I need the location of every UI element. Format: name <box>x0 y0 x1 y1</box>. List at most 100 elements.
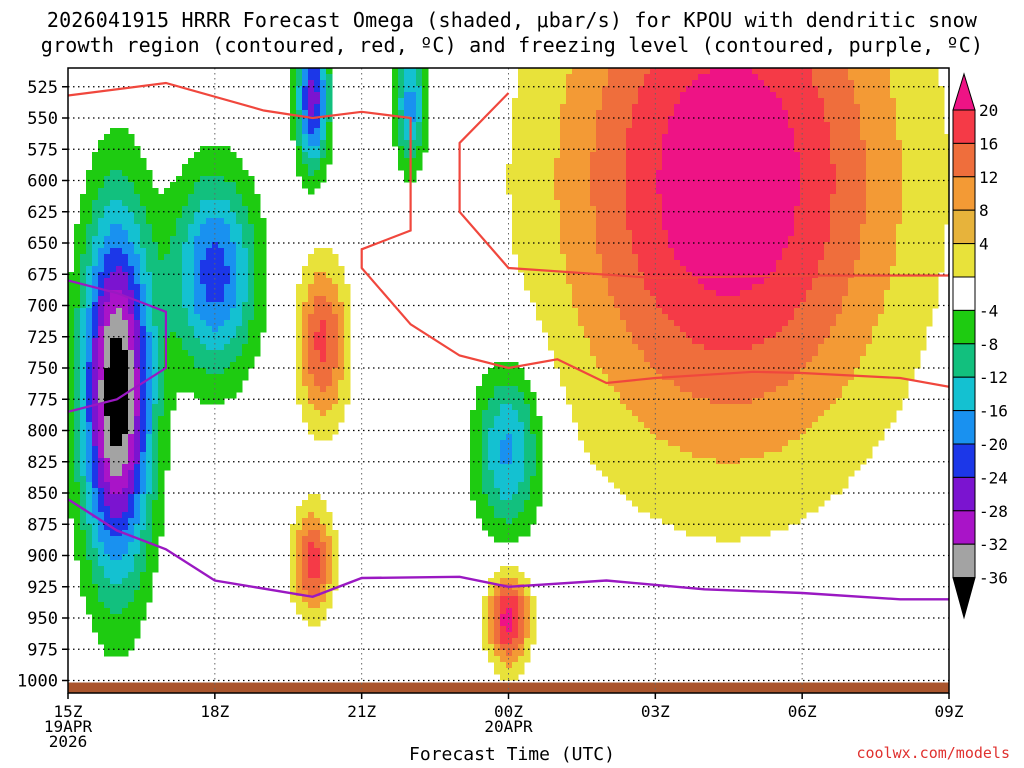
omega-cell <box>590 104 597 111</box>
omega-cell <box>110 218 117 225</box>
omega-cell <box>92 572 99 579</box>
omega-cell <box>494 572 501 579</box>
omega-cell <box>698 368 705 375</box>
omega-cell <box>662 86 669 93</box>
omega-cell <box>620 206 627 213</box>
omega-cell <box>116 542 123 549</box>
omega-cell <box>152 356 159 363</box>
omega-cell <box>572 242 579 249</box>
omega-cell <box>632 338 639 345</box>
omega-cell <box>164 398 171 405</box>
omega-cell <box>80 374 87 381</box>
omega-cell <box>524 104 531 111</box>
omega-cell <box>302 152 309 159</box>
omega-cell <box>236 338 243 345</box>
omega-cell <box>296 350 303 357</box>
omega-cell <box>704 434 711 441</box>
omega-cell <box>662 92 669 99</box>
omega-cell <box>146 362 153 369</box>
omega-cell <box>326 428 333 435</box>
omega-cell <box>224 296 231 303</box>
omega-cell <box>134 452 141 459</box>
omega-cell <box>86 488 93 495</box>
omega-cell <box>122 590 129 597</box>
omega-cell <box>242 314 249 321</box>
omega-cell <box>398 86 405 93</box>
omega-cell <box>314 128 321 135</box>
omega-cell <box>662 512 669 519</box>
omega-cell <box>698 92 705 99</box>
omega-cell <box>98 494 105 501</box>
omega-cell <box>590 278 597 285</box>
omega-cell <box>674 296 681 303</box>
omega-cell <box>92 386 99 393</box>
omega-cell <box>614 230 621 237</box>
omega-cell <box>530 74 537 81</box>
omega-cell <box>560 116 567 123</box>
omega-cell <box>638 404 645 411</box>
omega-cell <box>140 362 147 369</box>
omega-cell <box>314 380 321 387</box>
omega-cell <box>86 596 93 603</box>
omega-cell <box>488 386 495 393</box>
omega-cell <box>296 368 303 375</box>
omega-cell <box>254 230 261 237</box>
omega-cell <box>98 296 105 303</box>
omega-cell <box>410 152 417 159</box>
omega-cell <box>644 74 651 81</box>
omega-cell <box>410 158 417 165</box>
omega-cell <box>74 272 81 279</box>
omega-cell <box>212 278 219 285</box>
omega-cell <box>158 488 165 495</box>
omega-cell <box>92 506 99 513</box>
omega-cell <box>194 236 201 243</box>
omega-cell <box>614 104 621 111</box>
omega-cell <box>320 134 327 141</box>
omega-cell <box>512 620 519 627</box>
omega-cell <box>104 620 111 627</box>
omega-cell <box>536 284 543 291</box>
omega-cell <box>308 278 315 285</box>
omega-cell <box>116 428 123 435</box>
omega-cell <box>92 278 99 285</box>
omega-cell <box>176 182 183 189</box>
omega-cell <box>698 170 705 177</box>
omega-cell <box>116 530 123 537</box>
omega-cell <box>584 68 591 75</box>
omega-cell <box>692 344 699 351</box>
omega-cell <box>248 176 255 183</box>
omega-cell <box>206 188 213 195</box>
omega-cell <box>176 176 183 183</box>
omega-cell <box>530 170 537 177</box>
omega-cell <box>506 506 513 513</box>
omega-cell <box>230 176 237 183</box>
omega-cell <box>170 254 177 261</box>
omega-cell <box>692 164 699 171</box>
omega-cell <box>668 218 675 225</box>
omega-cell <box>632 296 639 303</box>
omega-cell <box>332 404 339 411</box>
omega-cell <box>536 188 543 195</box>
omega-cell <box>644 476 651 483</box>
omega-cell <box>152 224 159 231</box>
omega-cell <box>572 320 579 327</box>
omega-cell <box>704 392 711 399</box>
omega-cell <box>98 560 105 567</box>
omega-cell <box>320 74 327 81</box>
omega-cell <box>290 68 297 75</box>
omega-cell <box>644 254 651 261</box>
omega-cell <box>200 188 207 195</box>
omega-cell <box>590 212 597 219</box>
omega-cell <box>584 278 591 285</box>
omega-cell <box>224 356 231 363</box>
omega-cell <box>332 398 339 405</box>
omega-cell <box>668 152 675 159</box>
omega-cell <box>560 194 567 201</box>
omega-cell <box>482 482 489 489</box>
omega-cell <box>584 404 591 411</box>
omega-cell <box>116 266 123 273</box>
omega-cell <box>248 290 255 297</box>
omega-cell <box>692 248 699 255</box>
omega-cell <box>548 236 555 243</box>
omega-cell <box>302 614 309 621</box>
